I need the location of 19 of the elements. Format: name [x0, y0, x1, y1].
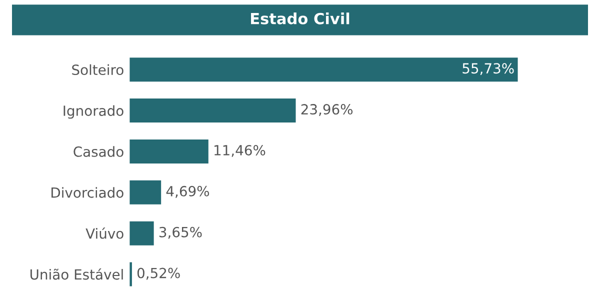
data-label: 0,52% [137, 268, 180, 280]
data-label: 3,65% [159, 226, 202, 239]
y-tick-label: Ignorado [64, 105, 124, 119]
bar [129, 260, 134, 288]
chart-title: Estado Civil [251, 12, 350, 24]
y-tick-label: Viúvo [86, 227, 124, 239]
y-tick-label: Casado [74, 146, 124, 157]
bar [129, 138, 210, 165]
bar [129, 179, 162, 206]
data-label: 23,96% [301, 104, 353, 116]
bar [129, 220, 156, 247]
data-label: 4,69% [166, 186, 210, 198]
bar [129, 97, 298, 124]
y-tick-label: Solteiro [72, 64, 124, 76]
y-tick-label: Divorciado [52, 187, 124, 198]
y-tick-label: União Estável [30, 268, 123, 280]
bar [129, 56, 520, 83]
data-label: 55,73% [462, 63, 514, 76]
data-label: 11,46% [214, 144, 266, 157]
